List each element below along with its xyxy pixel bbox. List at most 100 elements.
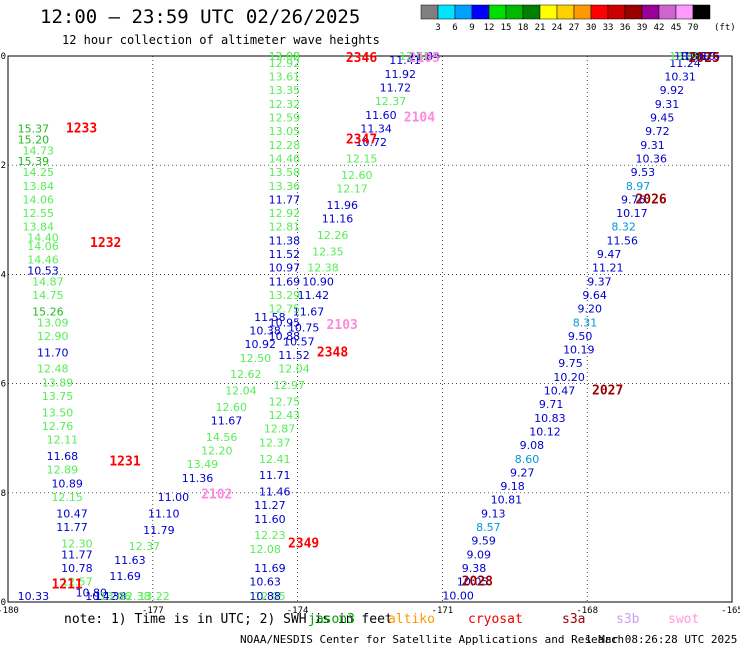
swh-value: 10.96 xyxy=(674,50,706,63)
colorbar-tick: 33 xyxy=(603,23,614,33)
swh-value: 15.26 xyxy=(32,305,64,318)
swh-value: 11.27 xyxy=(254,499,286,512)
swh-value: 10.33 xyxy=(18,590,50,603)
swh-value: 11.42 xyxy=(298,289,330,302)
swh-value: 8.60 xyxy=(515,453,540,466)
swh-value: 12.92 xyxy=(269,57,301,70)
pass-time-label: 2347 xyxy=(346,132,377,147)
colorbar-tick: 39 xyxy=(637,23,648,33)
swh-value: 11.69 xyxy=(254,562,286,575)
pass-time-label: 1233 xyxy=(66,121,97,136)
swh-value: 9.31 xyxy=(655,98,680,111)
swh-value: 12.50 xyxy=(240,352,272,365)
y-tick-label: -58 xyxy=(0,489,6,499)
x-tick-label: -168 xyxy=(576,606,598,616)
swh-value: 12.92 xyxy=(269,207,301,220)
colorbar-tick: 42 xyxy=(654,23,665,33)
swh-value: 12.57 xyxy=(61,576,93,589)
swh-value: 10.88 xyxy=(269,330,301,343)
swh-value: 11.00 xyxy=(158,491,190,504)
swh-value: 10.97 xyxy=(269,262,301,275)
swh-value: 12.23 xyxy=(254,529,286,542)
colorbar-tick: 12 xyxy=(484,23,495,33)
swh-value: 12.38 xyxy=(307,262,339,275)
swh-value: 12.55 xyxy=(22,207,54,220)
swh-value: 14.73 xyxy=(22,144,54,157)
swh-value: 11.77 xyxy=(61,548,93,561)
swh-value: 11.70 xyxy=(37,346,69,359)
swh-value: 12.60 xyxy=(341,169,373,182)
swh-value: 11.71 xyxy=(259,469,291,482)
swh-value: 14.40 xyxy=(27,232,59,245)
swh-value: 13.49 xyxy=(187,458,219,471)
pass-time-label: 2103 xyxy=(327,318,358,333)
colorbar-tick: 36 xyxy=(620,23,631,33)
swh-value: 9.13 xyxy=(481,507,506,520)
swh-value: 13.84 xyxy=(22,221,54,234)
swh-value: 10.90 xyxy=(679,50,711,63)
colorbar-tick: 27 xyxy=(569,23,580,33)
chart-subtitle: 12 hour collection of altimeter wave hei… xyxy=(62,33,380,47)
swh-value: 10.05 xyxy=(457,576,489,589)
colorbar-tick: 70 xyxy=(688,23,699,33)
wave-height-colorbar: 3 6 9 12 15 18 21 24 27 30 33 36 39 42 45 70 (ft) xyxy=(420,4,736,33)
swh-value: 11.36 xyxy=(182,472,214,485)
footer-timestamp: 1 Mar 08:26:28 UTC 2025 xyxy=(585,633,738,646)
swh-value: 9.71 xyxy=(539,398,564,411)
pass-time-label: 1211 xyxy=(51,577,82,592)
swh-value: 9.31 xyxy=(640,139,665,152)
swh-value: 10.00 xyxy=(442,589,474,602)
swh-value: 9.59 xyxy=(471,535,496,548)
colorbar-swatch xyxy=(692,4,711,20)
swh-value: 9.18 xyxy=(500,480,525,493)
pass-time-label: 2102 xyxy=(201,487,232,502)
legend-swot: swot xyxy=(668,612,700,627)
swh-value: 9.92 xyxy=(660,84,685,97)
swh-value: 9.72 xyxy=(645,125,670,138)
swh-value: 10.81 xyxy=(491,494,522,507)
swh-value: 10.78 xyxy=(61,562,93,575)
swh-value: 9.50 xyxy=(568,330,593,343)
y-tick-label: -52 xyxy=(0,161,6,171)
swh-value: 11.69 xyxy=(269,275,301,288)
swh-value: 13.58 xyxy=(269,166,301,179)
swh-value: 11.92 xyxy=(384,68,416,81)
pass-time-label: 1231 xyxy=(109,455,140,470)
pass-time-label: 2028 xyxy=(462,575,493,590)
pass-time-label: 2349 xyxy=(288,536,319,551)
legend-cryosat: cryosat xyxy=(468,612,523,627)
swh-value: 11.96 xyxy=(327,199,359,212)
x-tick-label: -165 xyxy=(721,606,740,616)
swh-value: 10.12 xyxy=(529,425,561,438)
swh-value: 12.04 xyxy=(225,385,257,398)
swh-value: 10.95 xyxy=(269,316,301,329)
swh-value: 10.83 xyxy=(534,412,566,425)
swh-value: 13.06 xyxy=(100,590,132,603)
swh-value: 12.92 xyxy=(269,50,301,63)
swh-value: 8.32 xyxy=(611,221,636,234)
swh-value: 10.76 xyxy=(689,50,721,63)
swh-value: 11.56 xyxy=(607,234,639,247)
swh-value: 12.75 xyxy=(269,395,301,408)
pass-time-label: 2025 xyxy=(689,51,720,66)
swh-value: 11.10 xyxy=(148,507,180,520)
swh-value: 12.15 xyxy=(51,491,83,504)
swh-value: 14.06 xyxy=(27,240,59,253)
swh-value: 9.76 xyxy=(621,193,646,206)
swh-value: 11.77 xyxy=(269,193,301,206)
swh-value: 11.67 xyxy=(211,415,243,428)
swh-value: 13.22 xyxy=(138,590,170,603)
colorbar-tick: 45 xyxy=(671,23,682,33)
swh-value: 10.38 xyxy=(249,324,280,337)
x-tick-label: -177 xyxy=(142,606,164,616)
swh-value: 12.20 xyxy=(201,445,233,458)
colorbar-tick: 24 xyxy=(552,23,563,33)
chart-title: 12:00 – 23:59 UTC 02/26/2025 xyxy=(40,6,361,28)
swh-value: 12.15 xyxy=(346,152,378,165)
swh-value: 12.81 xyxy=(269,221,301,234)
colorbar-tick: 3 xyxy=(435,23,440,33)
pass-time-label: 2346 xyxy=(346,51,377,66)
swh-value: 9.53 xyxy=(631,166,656,179)
swh-value: 12.60 xyxy=(216,401,248,414)
